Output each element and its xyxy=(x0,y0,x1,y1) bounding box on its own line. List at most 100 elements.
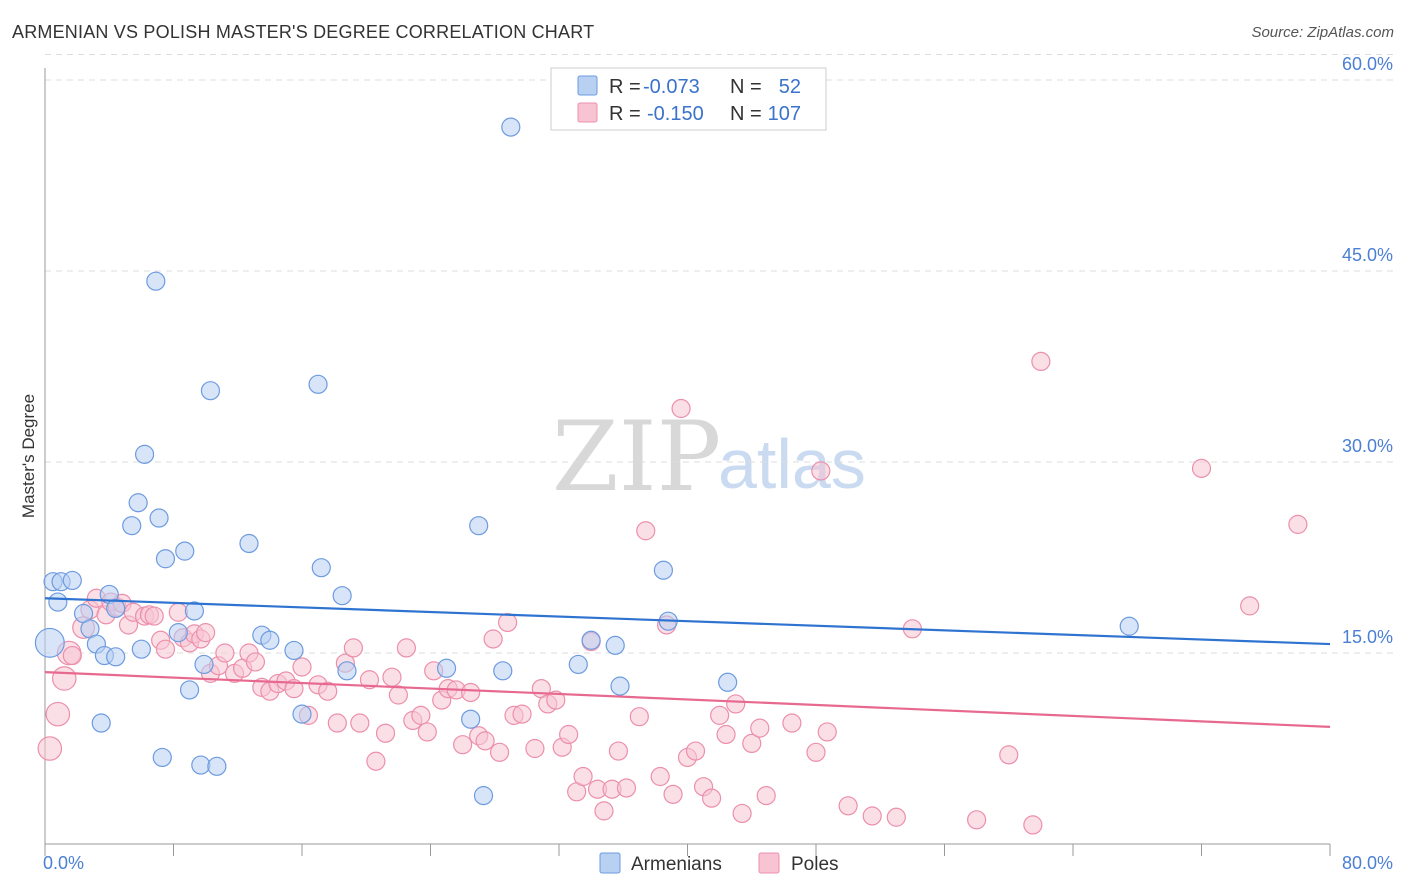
poles-point-50 xyxy=(396,638,417,658)
armenians-point-13 xyxy=(128,493,148,513)
poles-point-48 xyxy=(382,667,402,687)
y-tick-label-15: 15.0% xyxy=(1342,627,1393,647)
poles-point-62 xyxy=(483,629,503,649)
armenians-point-31 xyxy=(260,630,280,650)
poles-point-0 xyxy=(37,736,63,761)
legend-armenians-swatch xyxy=(599,852,621,874)
armenians-r-label: R = xyxy=(609,76,641,98)
poles-point-91 xyxy=(710,705,730,725)
poles-point-106 xyxy=(967,810,987,830)
trend-lines xyxy=(44,597,1331,728)
legend-armenians-label: Armenians xyxy=(631,854,722,875)
poles-point-102 xyxy=(838,796,858,816)
poles-point-16 xyxy=(144,606,164,626)
poles-n-label: N = xyxy=(730,103,762,125)
poles-point-44 xyxy=(350,713,370,733)
armenians-point-18 xyxy=(149,508,169,528)
poles-point-90 xyxy=(701,788,722,808)
poles-point-53 xyxy=(417,722,437,742)
armenians-point-36 xyxy=(332,586,352,606)
poles-point-2 xyxy=(51,666,77,691)
armenians-point-16 xyxy=(134,444,155,464)
poles-trend-line xyxy=(44,671,1331,728)
poles-point-101 xyxy=(817,722,837,742)
poles-point-98 xyxy=(782,713,802,733)
armenians-point-41 xyxy=(473,786,494,806)
series-legend: Armenians Poles xyxy=(599,852,839,875)
poles-point-109 xyxy=(1031,351,1051,372)
armenians-point-38 xyxy=(436,658,457,678)
armenians-point-50 xyxy=(718,672,738,692)
poles-point-100 xyxy=(811,461,831,481)
armenians-point-48 xyxy=(653,560,674,580)
watermark: ZIP atlas xyxy=(552,401,866,513)
armenians-n-value: 52 xyxy=(779,76,801,98)
poles-point-1 xyxy=(45,701,71,727)
poles-point-110 xyxy=(1191,458,1212,478)
poles-point-59 xyxy=(461,682,481,703)
poles-point-83 xyxy=(650,766,670,787)
poles-point-49 xyxy=(388,685,408,705)
armenians-point-42 xyxy=(493,661,513,681)
armenians-trend-line xyxy=(44,597,1331,646)
poles-point-41 xyxy=(327,713,347,733)
armenians-point-4 xyxy=(62,570,82,591)
armenians-point-29 xyxy=(239,533,259,554)
poles-point-80 xyxy=(616,778,637,798)
x-tick-label-max: 80.0% xyxy=(1342,853,1393,873)
watermark-zip: ZIP xyxy=(552,401,721,513)
armenians-point-33 xyxy=(292,704,312,724)
poles-point-58 xyxy=(453,735,473,755)
poles-point-31 xyxy=(245,652,266,672)
armenians-point-0 xyxy=(34,627,65,658)
armenians-point-11 xyxy=(106,647,126,667)
poles-point-103 xyxy=(862,806,882,826)
poles-point-18 xyxy=(155,639,176,659)
poles-n-value: 107 xyxy=(768,103,801,125)
gridlines xyxy=(45,54,1393,654)
poles-point-99 xyxy=(806,742,826,762)
armenians-point-37 xyxy=(337,661,357,681)
poles-point-70 xyxy=(546,690,566,710)
armenians-point-21 xyxy=(168,623,188,643)
poles-point-45 xyxy=(359,670,380,690)
armenians-point-28 xyxy=(207,756,227,776)
poles-point-79 xyxy=(608,741,629,761)
armenians-point-40 xyxy=(469,516,489,536)
poles-legend-swatch xyxy=(577,102,598,123)
armenians-point-20 xyxy=(155,549,176,569)
poles-point-72 xyxy=(559,724,579,745)
y-tick-labels: 15.0% 30.0% 45.0% 60.0% xyxy=(1342,54,1393,647)
armenians-points xyxy=(34,117,1139,806)
poles-r-label: R = xyxy=(609,103,641,125)
armenians-r-value: -0.073 xyxy=(643,76,700,98)
y-tick-label-45: 45.0% xyxy=(1342,245,1393,265)
armenians-point-34 xyxy=(308,374,328,394)
armenians-legend-swatch xyxy=(577,75,598,96)
poles-point-97 xyxy=(756,786,776,806)
poles-point-24 xyxy=(196,623,216,643)
stats-legend: R = -0.073 N = 52 R = -0.150 N = 107 xyxy=(550,67,827,131)
x-tick-label-min: 0.0% xyxy=(43,853,84,873)
poles-point-36 xyxy=(284,679,304,699)
armenians-point-3 xyxy=(48,592,68,612)
poles-point-40 xyxy=(318,681,338,701)
armenians-point-24 xyxy=(184,601,204,621)
poles-point-81 xyxy=(629,707,649,727)
poles-point-92 xyxy=(716,724,736,745)
y-axis-title: Master's Degree xyxy=(19,394,38,518)
poles-point-85 xyxy=(663,784,683,804)
armenians-point-35 xyxy=(311,558,331,578)
poles-point-74 xyxy=(573,766,593,787)
armenians-point-15 xyxy=(91,713,111,733)
armenians-n-label: N = xyxy=(730,76,762,98)
armenians-point-32 xyxy=(284,640,304,661)
armenians-point-23 xyxy=(179,680,200,700)
poles-point-47 xyxy=(375,723,396,743)
armenians-point-26 xyxy=(194,654,214,675)
poles-point-96 xyxy=(750,718,770,738)
poles-point-4 xyxy=(62,645,82,666)
x-axis-ticks xyxy=(44,844,1331,856)
armenians-point-47 xyxy=(610,676,630,696)
